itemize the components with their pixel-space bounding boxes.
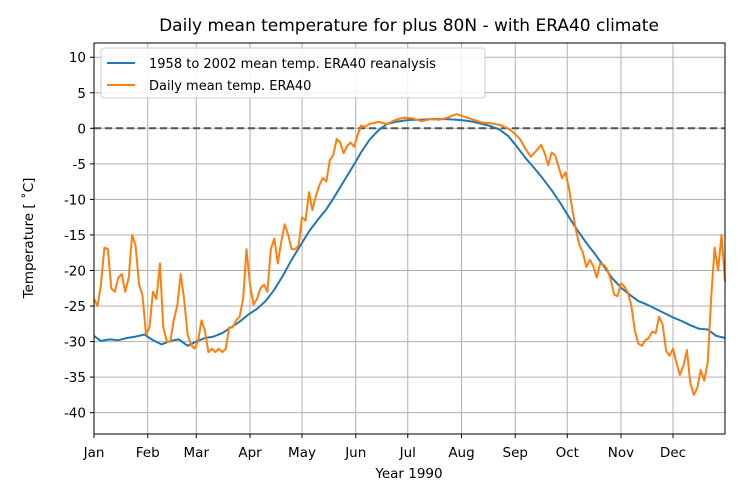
y-axis-ticks: 10 5 0 -5 -10 -15 -20 -25 -30 -35 -40 bbox=[64, 50, 94, 422]
climatology-line bbox=[93, 118, 726, 347]
x-tick-label: Feb bbox=[136, 445, 160, 461]
series-lines bbox=[93, 113, 726, 396]
x-tick-label: Nov bbox=[608, 445, 634, 461]
y-tick-label: 10 bbox=[69, 50, 86, 66]
x-tick-label: Jul bbox=[399, 445, 416, 461]
y-tick-label: -35 bbox=[64, 370, 86, 386]
daily-temperature-line bbox=[93, 113, 726, 396]
x-tick-label: Oct bbox=[556, 445, 579, 461]
x-axis-ticks: Jan Feb Mar Apr May Jun Jul Aug Sep Oct Nov Dec bbox=[83, 434, 686, 461]
x-tick-label: Sep bbox=[503, 445, 528, 461]
y-tick-label: -5 bbox=[73, 157, 86, 173]
x-tick-label: Jan bbox=[83, 445, 105, 461]
y-tick-label: -20 bbox=[64, 263, 86, 279]
legend-box bbox=[100, 47, 486, 99]
chart-title: Daily mean temperature for plus 80N - wi… bbox=[159, 16, 659, 36]
x-tick-label: Jun bbox=[344, 445, 366, 461]
x-tick-label: Mar bbox=[184, 445, 210, 461]
gridlines bbox=[93, 43, 725, 434]
y-tick-label: -15 bbox=[64, 228, 86, 244]
legend: 1958 to 2002 mean temp. ERA40 reanalysis… bbox=[100, 47, 486, 99]
legend-entry: Daily mean temp. ERA40 bbox=[149, 79, 311, 94]
legend-entry: 1958 to 2002 mean temp. ERA40 reanalysis bbox=[149, 57, 436, 72]
x-tick-label: Dec bbox=[660, 445, 686, 461]
x-axis-label: Year 1990 bbox=[374, 466, 442, 482]
plot-frame bbox=[93, 42, 726, 435]
y-tick-label: -10 bbox=[64, 192, 86, 208]
x-tick-label: Aug bbox=[448, 445, 474, 461]
y-axis-label: Temperature [ ˚C] bbox=[20, 178, 37, 300]
y-tick-label: -40 bbox=[64, 406, 86, 422]
x-tick-label: May bbox=[288, 445, 316, 461]
y-tick-label: -30 bbox=[64, 335, 86, 351]
x-tick-label: Apr bbox=[238, 445, 262, 461]
y-tick-label: 5 bbox=[77, 86, 86, 102]
y-tick-label: -25 bbox=[64, 299, 86, 315]
y-tick-label: 0 bbox=[77, 121, 86, 137]
